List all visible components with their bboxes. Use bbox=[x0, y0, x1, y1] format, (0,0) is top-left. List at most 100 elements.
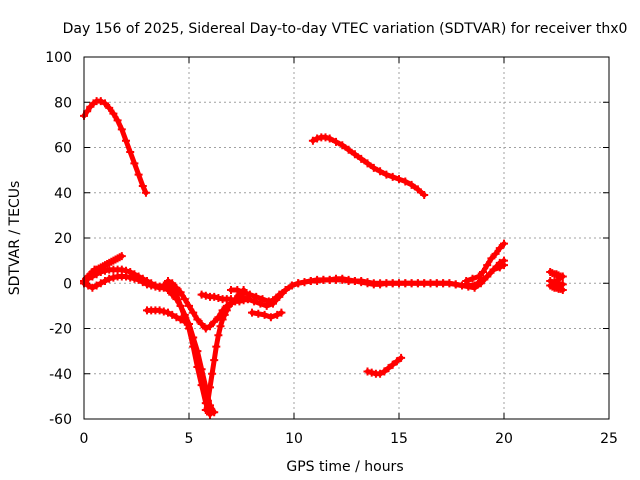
data-point bbox=[122, 272, 130, 281]
data-point bbox=[227, 295, 235, 304]
data-point bbox=[126, 273, 135, 282]
data-point bbox=[476, 279, 485, 288]
data-point bbox=[489, 265, 498, 274]
series-arc-1 bbox=[80, 97, 150, 197]
data-point bbox=[210, 317, 219, 326]
x-tick-label: 10 bbox=[285, 431, 303, 447]
data-point bbox=[143, 280, 151, 289]
data-point bbox=[96, 279, 105, 288]
data-point bbox=[294, 279, 303, 288]
data-point bbox=[113, 116, 122, 125]
data-point bbox=[201, 291, 210, 300]
data-point bbox=[214, 331, 223, 340]
y-tick-label: 40 bbox=[54, 186, 72, 202]
data-point bbox=[180, 295, 189, 304]
data-point bbox=[138, 181, 147, 190]
series-arc-15 bbox=[546, 267, 567, 295]
data-point bbox=[470, 283, 479, 292]
data-point bbox=[363, 159, 372, 168]
plot-frame bbox=[83, 56, 610, 420]
data-point bbox=[462, 276, 471, 285]
data-point bbox=[84, 281, 93, 290]
data-point bbox=[216, 322, 225, 331]
data-point bbox=[197, 319, 206, 328]
data-point bbox=[388, 172, 397, 181]
data-point bbox=[313, 276, 322, 285]
data-point bbox=[176, 301, 185, 310]
data-point bbox=[256, 299, 265, 308]
data-point bbox=[479, 267, 487, 276]
data-point bbox=[260, 310, 269, 319]
series-trace bbox=[203, 287, 247, 413]
data-point bbox=[325, 134, 334, 143]
data-point bbox=[464, 282, 473, 291]
y-tick-label: 0 bbox=[63, 276, 72, 292]
data-point bbox=[109, 273, 118, 282]
data-point bbox=[235, 297, 244, 306]
data-point bbox=[376, 280, 385, 289]
data-point bbox=[397, 353, 406, 362]
data-point bbox=[189, 333, 198, 342]
data-point bbox=[388, 360, 397, 369]
data-point bbox=[141, 188, 150, 197]
data-point bbox=[382, 170, 391, 179]
data-point bbox=[401, 177, 410, 186]
data-point bbox=[159, 307, 168, 316]
data-point bbox=[197, 290, 206, 299]
data-point bbox=[96, 97, 105, 106]
data-point bbox=[558, 280, 567, 289]
series-arc-5 bbox=[80, 252, 126, 288]
data-point bbox=[130, 159, 139, 168]
series-arc-9 bbox=[197, 290, 235, 304]
data-point bbox=[332, 137, 340, 146]
data-point bbox=[233, 286, 242, 295]
data-point bbox=[550, 278, 559, 287]
data-point bbox=[558, 272, 567, 281]
data-point bbox=[134, 170, 143, 179]
data-point bbox=[344, 145, 353, 154]
data-point bbox=[300, 278, 309, 287]
data-point bbox=[376, 369, 385, 378]
series-arc-13 bbox=[363, 353, 406, 378]
data-point bbox=[281, 286, 290, 295]
chart-title: Day 156 of 2025, Sidereal Day-to-day VTE… bbox=[63, 21, 628, 37]
data-point bbox=[206, 410, 214, 419]
data-point bbox=[220, 310, 229, 319]
data-point bbox=[168, 290, 177, 299]
data-point bbox=[468, 274, 477, 283]
y-tick-label: 20 bbox=[54, 231, 72, 247]
data-point bbox=[350, 150, 359, 159]
data-point bbox=[363, 367, 372, 376]
series-arc-2 bbox=[308, 133, 429, 200]
data-point bbox=[201, 405, 210, 414]
data-point bbox=[266, 313, 275, 322]
data-point bbox=[122, 136, 130, 145]
data-point bbox=[250, 297, 259, 306]
data-point bbox=[338, 275, 347, 284]
x-tick-label: 20 bbox=[495, 431, 513, 447]
data-point bbox=[243, 295, 252, 304]
data-point bbox=[369, 163, 378, 172]
data-point bbox=[395, 175, 403, 184]
data-point bbox=[105, 103, 114, 112]
data-point bbox=[384, 364, 393, 373]
data-point bbox=[554, 279, 563, 288]
data-point bbox=[273, 310, 282, 319]
series-arc-6 bbox=[143, 306, 193, 328]
data-point bbox=[495, 244, 504, 253]
series-trace bbox=[81, 98, 149, 196]
data-point bbox=[185, 319, 193, 328]
series-arc-4 bbox=[80, 272, 219, 417]
data-point bbox=[176, 315, 185, 324]
data-point bbox=[458, 281, 466, 290]
data-point bbox=[210, 408, 219, 417]
data-point bbox=[483, 261, 492, 270]
data-point bbox=[392, 357, 401, 366]
data-point bbox=[357, 278, 366, 287]
y-tick-label: 60 bbox=[54, 141, 72, 157]
series-arc-11 bbox=[237, 261, 508, 310]
data-point bbox=[313, 134, 322, 143]
data-point bbox=[88, 283, 97, 292]
data-point bbox=[176, 288, 185, 297]
